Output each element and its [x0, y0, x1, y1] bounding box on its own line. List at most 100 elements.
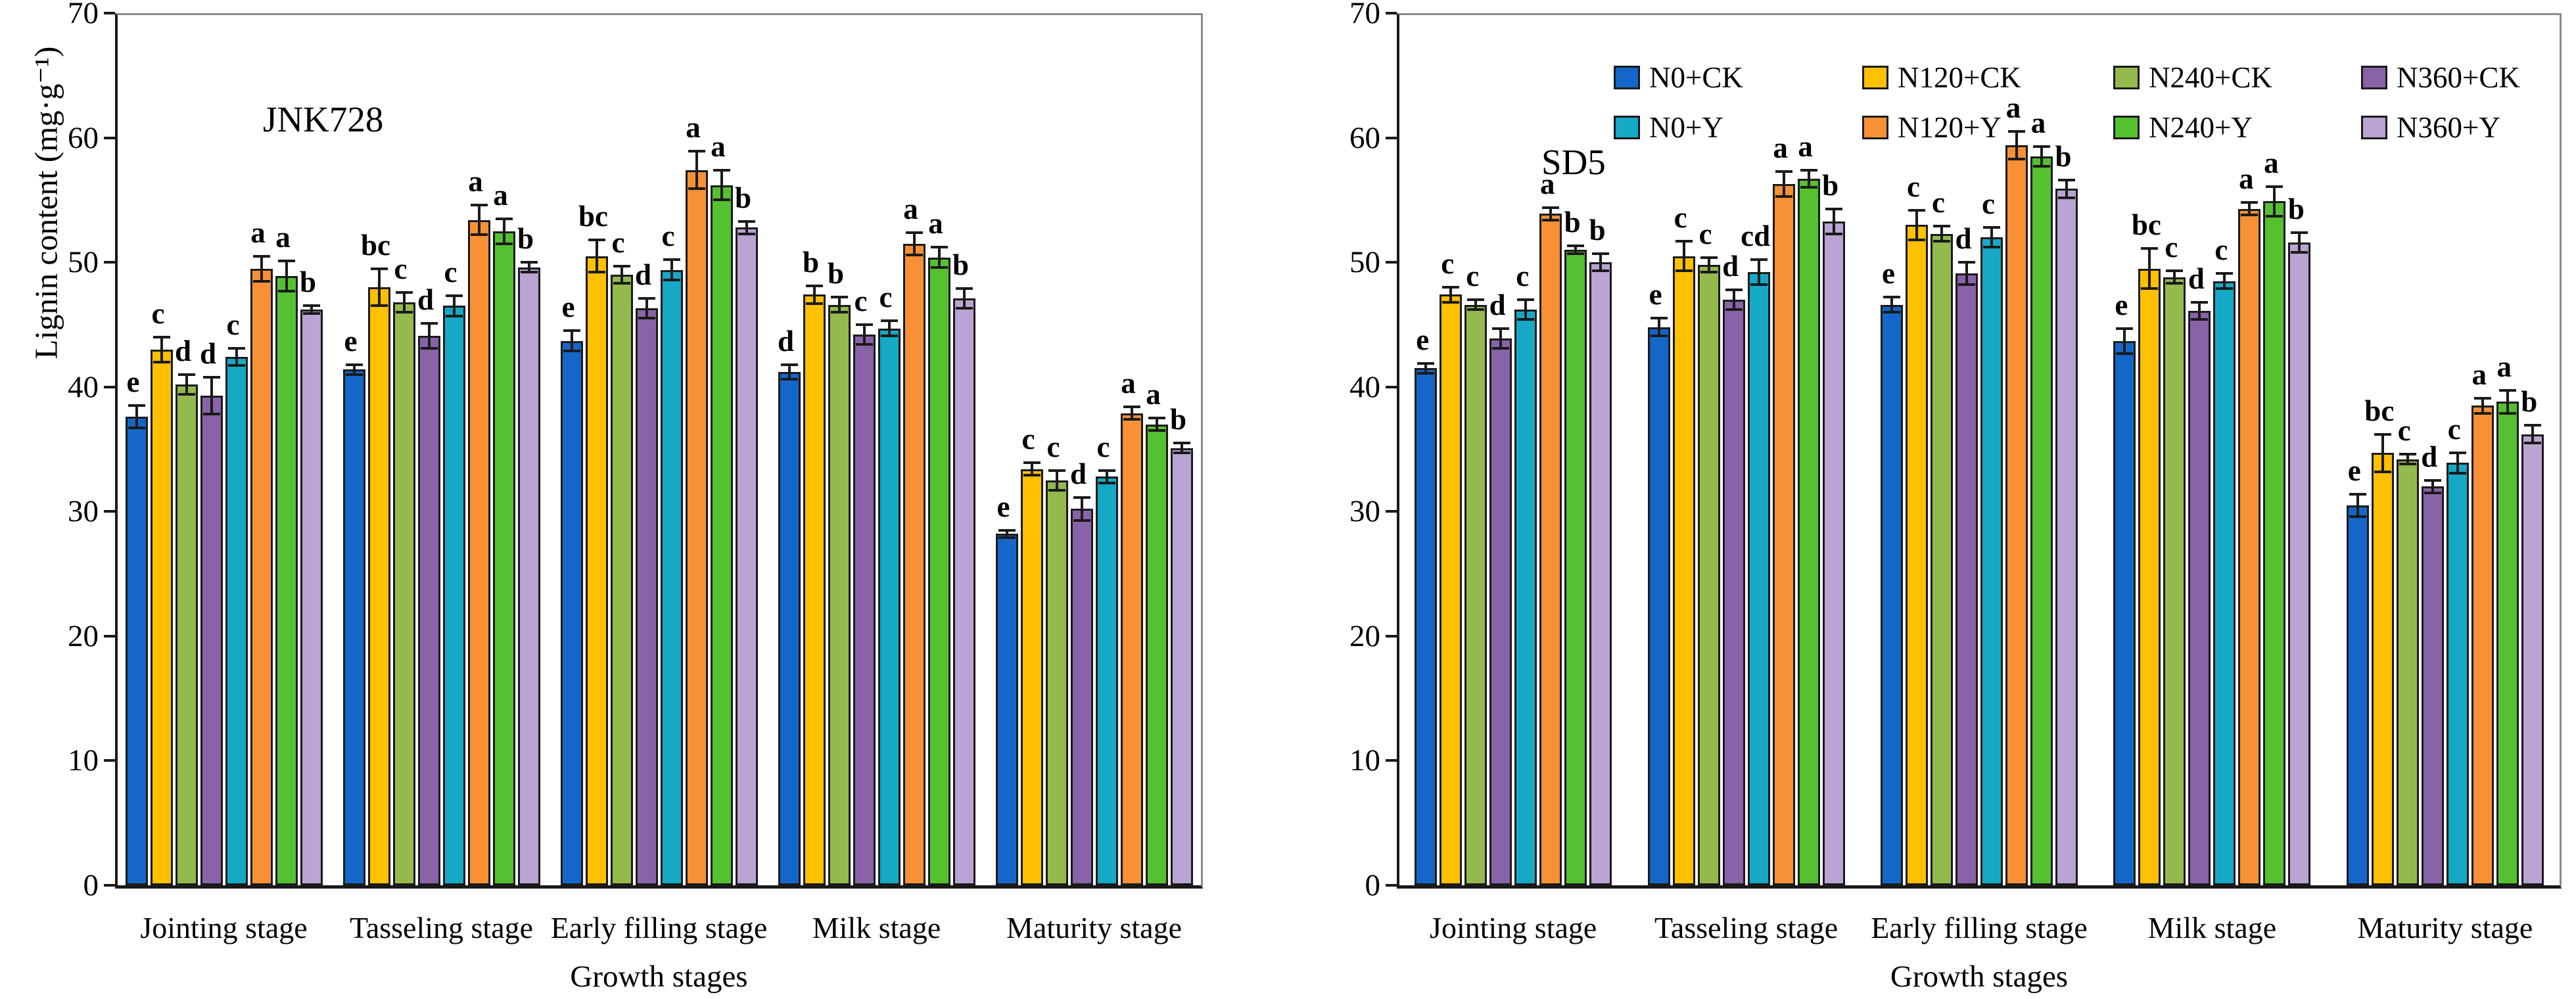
y-tick-label: 70 [68, 0, 99, 30]
error-bar-cap [252, 279, 270, 283]
bar [200, 395, 223, 885]
bar [2263, 201, 2286, 885]
error-bar-cap [177, 373, 195, 376]
error-bar-cap [2523, 442, 2541, 445]
error-bar [695, 151, 698, 189]
error-bar [2040, 146, 2043, 167]
error-bar-cap [177, 393, 195, 396]
bar [1697, 264, 1720, 885]
y-tick-mark [1386, 634, 1397, 638]
error-bar [527, 262, 530, 273]
error-bar [887, 321, 891, 336]
significance-letter: c [1441, 247, 1455, 281]
error-bar-cap [1775, 195, 1792, 198]
error-bar [402, 292, 406, 312]
error-bar-cap [302, 304, 320, 308]
significance-letter: c [2397, 414, 2411, 448]
error-bar [377, 268, 381, 306]
legend-label: N360+CK [2397, 61, 2520, 94]
error-bar-cap [202, 375, 220, 379]
significance-letter: b [2287, 192, 2305, 225]
significance-letter: b [802, 246, 820, 279]
significance-letter: d [1069, 457, 1087, 491]
error-bar-cap [2166, 269, 2184, 273]
bar [778, 371, 801, 885]
bar [1440, 294, 1463, 885]
chart-title: SD5 [1541, 142, 1606, 182]
error-bar [1080, 498, 1083, 521]
significance-letter: a [2471, 358, 2487, 391]
error-bar [2531, 425, 2534, 443]
significance-letter: bc [578, 200, 608, 233]
error-bar-cap [1700, 256, 1718, 259]
x-category-label: Maturity stage [1006, 911, 1182, 944]
bar [342, 369, 365, 885]
error-bar [1965, 262, 1968, 285]
error-bar-cap [1098, 481, 1115, 484]
bar [927, 257, 950, 885]
error-bar [862, 324, 866, 345]
error-bar [1990, 227, 1993, 248]
x-category-label: Maturity stage [2357, 911, 2533, 944]
error-bar-cap [2058, 196, 2075, 199]
legend-swatch [2361, 116, 2387, 139]
bar [803, 294, 826, 885]
error-bar-cap [688, 187, 705, 191]
legend-label: N240+CK [2149, 61, 2272, 94]
error-bar [1105, 470, 1108, 483]
error-bar-cap [1750, 283, 1768, 287]
error-bar-cap [2448, 452, 2466, 455]
error-bar-cap [2141, 247, 2159, 250]
error-bar [2481, 398, 2484, 413]
error-bar [285, 261, 288, 291]
error-bar-cap [588, 271, 605, 274]
error-bar-cap [1750, 258, 1768, 262]
error-bar [1657, 318, 1660, 336]
y-tick-label: 60 [1349, 120, 1380, 155]
significance-letter: c [854, 284, 868, 317]
error-bar [1832, 208, 1835, 234]
error-bar-cap [345, 373, 363, 376]
significance-letter: d [2421, 440, 2438, 473]
bar [2055, 189, 2078, 885]
error-bar-cap [1467, 308, 1485, 312]
significance-letter: a [2264, 146, 2279, 179]
chart-title: JNK728 [263, 99, 384, 139]
error-bar [2273, 186, 2276, 216]
error-bar [595, 240, 598, 273]
bar [1095, 476, 1118, 885]
error-bar-cap [420, 346, 438, 350]
error-bar-cap [1148, 429, 1165, 432]
error-bar [937, 247, 941, 267]
significance-letter: b [1564, 206, 1581, 239]
bar [635, 308, 658, 885]
error-bar-cap [1883, 296, 1900, 299]
error-bar-cap [830, 310, 848, 314]
significance-letter: b [1589, 213, 1606, 246]
significance-letter: a [2239, 162, 2254, 196]
error-bar-cap [2448, 471, 2466, 475]
y-tick-label: 10 [68, 743, 99, 778]
error-bar-cap [2374, 470, 2391, 473]
error-bar [2356, 494, 2359, 517]
error-bar-cap [1650, 334, 1668, 337]
error-bar-cap [713, 168, 730, 172]
error-bar-cap [1675, 239, 1693, 243]
legend-label: N0+CK [1649, 61, 1743, 94]
error-bar-cap [905, 253, 923, 256]
error-bar-cap [1442, 300, 1460, 304]
bar [853, 335, 876, 885]
error-bar-cap [128, 404, 145, 407]
y-tick-mark [104, 634, 115, 638]
bar [300, 310, 323, 885]
error-bar-cap [445, 314, 463, 317]
bar [995, 534, 1018, 885]
error-bar-cap [1825, 232, 1842, 235]
error-bar [1732, 289, 1735, 310]
significance-letter: a [1798, 129, 1813, 163]
bar [1170, 448, 1193, 885]
bar [710, 185, 733, 885]
significance-letter: c [1932, 186, 1945, 220]
bar [1464, 304, 1487, 885]
error-bar-cap [2374, 432, 2391, 436]
